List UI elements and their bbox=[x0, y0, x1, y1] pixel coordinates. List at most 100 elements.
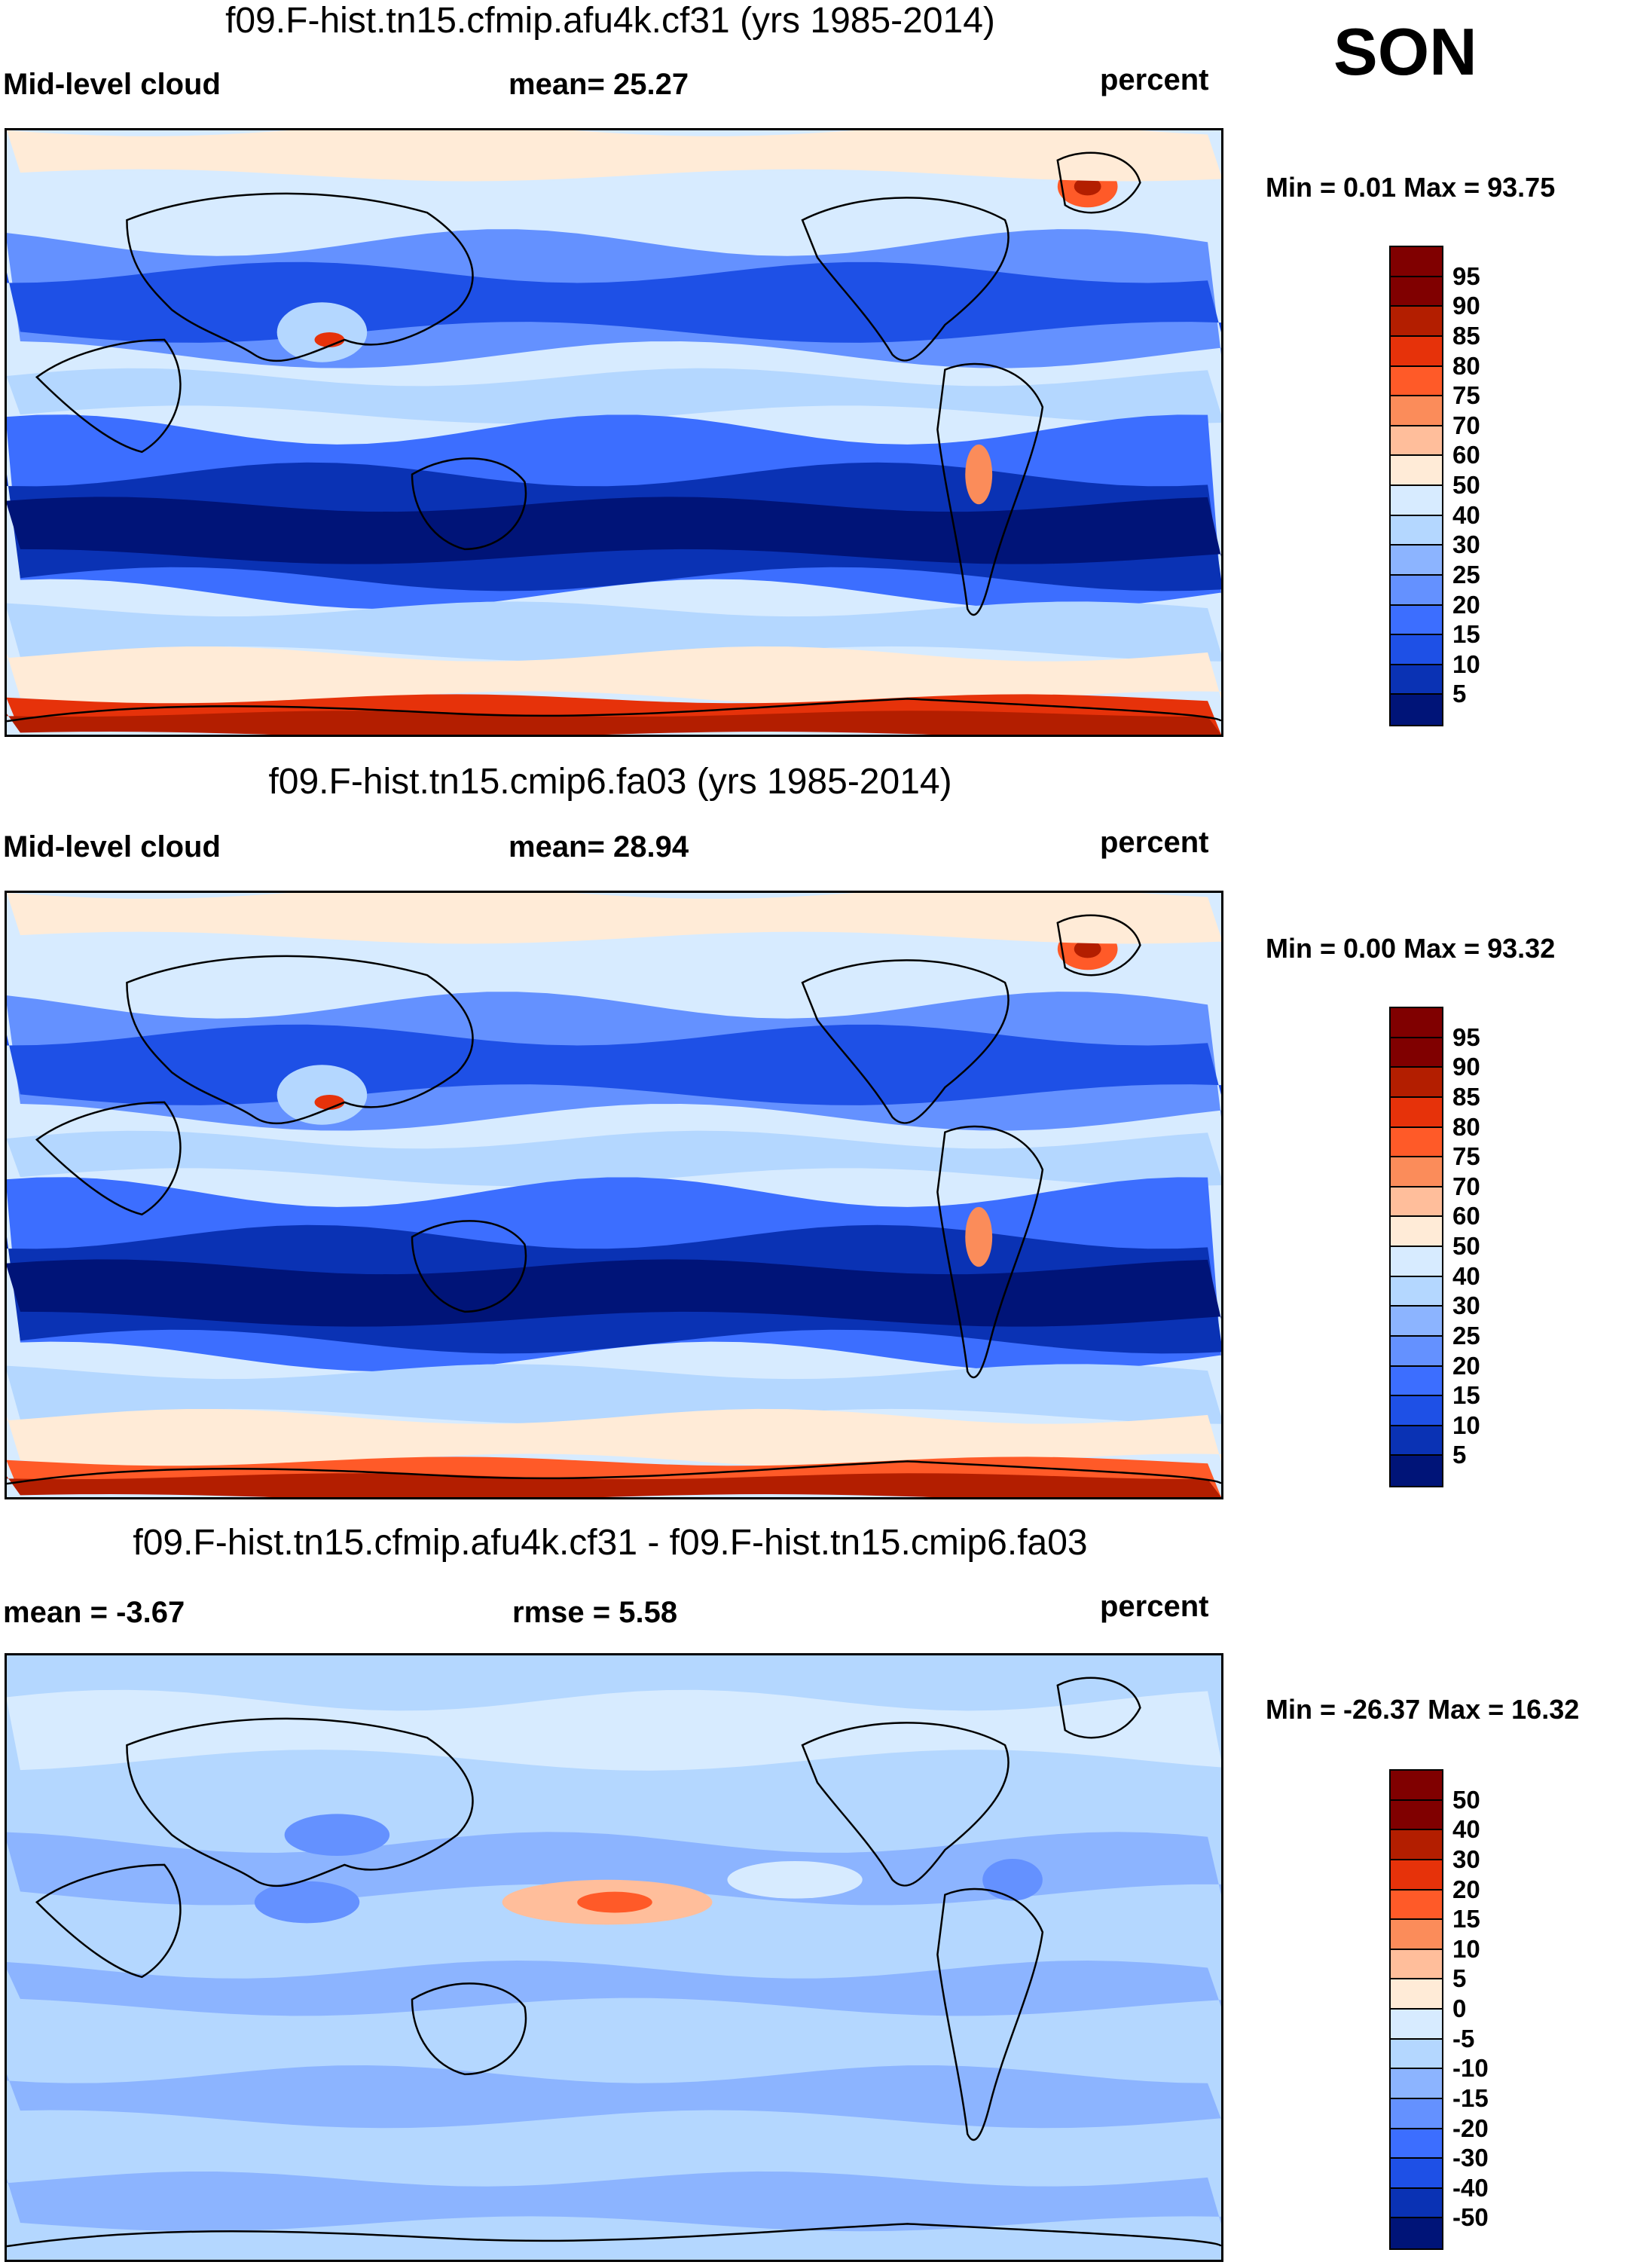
colorbar-tick-label: 50 bbox=[1452, 471, 1480, 499]
panel-3-difference-field bbox=[7, 1655, 1221, 2260]
colorbar-swatch bbox=[1391, 2129, 1442, 2159]
colorbar-tick-label: 85 bbox=[1452, 1082, 1480, 1111]
panel-1-title: f09.F-hist.tn15.cfmip.afu4k.cf31 (yrs 19… bbox=[225, 1, 995, 41]
panel-3-title: f09.F-hist.tn15.cfmip.afu4k.cf31 - f09.F… bbox=[133, 1523, 1088, 1563]
colorbar-tick-label: -20 bbox=[1452, 2114, 1489, 2142]
colorbar-tick-label: -40 bbox=[1452, 2173, 1489, 2202]
panel-1-minmax: Min = 0.01 Max = 93.75 bbox=[1266, 172, 1556, 203]
contour-blob bbox=[727, 1860, 863, 1899]
colorbar-tick-label: 20 bbox=[1452, 1351, 1480, 1380]
colorbar-tick-label: 40 bbox=[1452, 1815, 1480, 1844]
colorbar-swatch bbox=[1391, 1800, 1442, 1831]
colorbar-swatch bbox=[1391, 1830, 1442, 1860]
contour-band bbox=[7, 368, 1221, 423]
colorbar-tick-label: 10 bbox=[1452, 1411, 1480, 1439]
contour-band bbox=[7, 646, 1221, 707]
colorbar-tick-label: -15 bbox=[1452, 2083, 1489, 2112]
colorbar-swatch bbox=[1391, 695, 1442, 725]
coastline bbox=[126, 1717, 474, 1887]
coastline bbox=[7, 698, 1221, 723]
contour-band bbox=[7, 1259, 1221, 1327]
colorbar-swatch bbox=[1391, 2069, 1442, 2099]
colorbar-tick-label: 25 bbox=[1452, 560, 1480, 588]
colorbar-swatch bbox=[1391, 2218, 1442, 2248]
contour-band bbox=[7, 2065, 1221, 2129]
contour-blob bbox=[284, 1814, 390, 1857]
colorbar-tick-label: 70 bbox=[1452, 411, 1480, 439]
coastline bbox=[936, 1887, 1044, 2141]
colorbar-tick-label: 95 bbox=[1452, 261, 1480, 290]
panel-1-cloud-field bbox=[7, 130, 1221, 735]
colorbar-swatch bbox=[1391, 1771, 1442, 1801]
coastline bbox=[801, 1722, 1010, 1887]
colorbar-tick-label: 15 bbox=[1452, 1381, 1480, 1410]
colorbar-swatch bbox=[1391, 1068, 1442, 1098]
colorbar-swatch bbox=[1391, 1276, 1442, 1307]
colorbar-swatch bbox=[1391, 307, 1442, 337]
panel-1-variable-label: Mid-level cloud bbox=[3, 68, 221, 101]
panel-3-minmax: Min = -26.37 Max = 16.32 bbox=[1266, 1694, 1580, 1725]
colorbar-tick-label: 95 bbox=[1452, 1022, 1480, 1051]
colorbar-swatch bbox=[1391, 515, 1442, 546]
colorbar-swatch bbox=[1391, 2098, 1442, 2129]
colorbar-tick-label: 30 bbox=[1452, 1291, 1480, 1320]
colorbar-swatch bbox=[1391, 1247, 1442, 1277]
contour-band bbox=[7, 2171, 1221, 2232]
panel-2-map-svg bbox=[7, 893, 1221, 1497]
colorbar-swatch bbox=[1391, 1217, 1442, 1247]
colorbar-tick-label: 70 bbox=[1452, 1172, 1480, 1200]
colorbar-swatch bbox=[1391, 1336, 1442, 1367]
colorbar-swatch bbox=[1391, 1097, 1442, 1128]
colorbar-tick-label: 40 bbox=[1452, 1261, 1480, 1290]
panel-1-map-svg bbox=[7, 130, 1221, 735]
colorbar-tick-label: 50 bbox=[1452, 1785, 1480, 1814]
panel-1-colorbar bbox=[1389, 246, 1443, 726]
colorbar-swatch bbox=[1391, 1127, 1442, 1158]
colorbar-tick-label: -5 bbox=[1452, 2024, 1475, 2053]
colorbar-tick-label: 75 bbox=[1452, 1142, 1480, 1171]
panel-3-units-label: percent bbox=[1100, 1590, 1209, 1623]
panel-3-colorbar bbox=[1389, 1769, 1443, 2250]
colorbar-swatch bbox=[1391, 1890, 1442, 1921]
panel-2-map bbox=[5, 891, 1223, 1499]
colorbar-swatch bbox=[1391, 456, 1442, 486]
coastline bbox=[801, 197, 1010, 362]
colorbar-swatch bbox=[1391, 2188, 1442, 2219]
contour-band bbox=[7, 893, 1221, 944]
panel-3-coastlines bbox=[7, 1677, 1221, 2248]
colorbar-tick-label: 75 bbox=[1452, 381, 1480, 410]
colorbar-swatch bbox=[1391, 1307, 1442, 1337]
panel-2-cloud-field bbox=[7, 893, 1221, 1497]
colorbar-tick-label: 80 bbox=[1452, 1112, 1480, 1141]
panel-3-map-svg bbox=[7, 1655, 1221, 2260]
colorbar-swatch bbox=[1391, 1456, 1442, 1486]
coastline bbox=[936, 1125, 1044, 1379]
colorbar-tick-label: -30 bbox=[1452, 2144, 1489, 2172]
contour-band bbox=[7, 130, 1221, 182]
colorbar-swatch bbox=[1391, 1366, 1442, 1397]
coastline bbox=[7, 1460, 1221, 1485]
colorbar-tick-label: 5 bbox=[1452, 1964, 1467, 1993]
colorbar-swatch bbox=[1391, 2039, 1442, 2070]
colorbar-swatch bbox=[1391, 1860, 1442, 1891]
colorbar-tick-label: 10 bbox=[1452, 650, 1480, 678]
colorbar-swatch bbox=[1391, 366, 1442, 397]
colorbar-swatch bbox=[1391, 1008, 1442, 1038]
colorbar-swatch bbox=[1391, 1426, 1442, 1456]
colorbar-swatch bbox=[1391, 336, 1442, 367]
contour-band bbox=[7, 1408, 1221, 1469]
panel-3-map bbox=[5, 1653, 1223, 2262]
coastline bbox=[126, 955, 474, 1125]
contour-blob bbox=[276, 302, 368, 362]
contour-band bbox=[7, 1364, 1221, 1424]
colorbar-tick-label: 0 bbox=[1452, 1994, 1467, 2022]
colorbar-tick-label: -50 bbox=[1452, 2203, 1489, 2232]
colorbar-swatch bbox=[1391, 2159, 1442, 2189]
season-label: SON bbox=[1333, 14, 1477, 89]
colorbar-swatch bbox=[1391, 2010, 1442, 2040]
coastline bbox=[35, 338, 182, 454]
colorbar-tick-label: 40 bbox=[1452, 500, 1480, 529]
contour-blob bbox=[965, 444, 993, 505]
colorbar-swatch bbox=[1391, 1396, 1442, 1426]
colorbar-swatch bbox=[1391, 635, 1442, 665]
